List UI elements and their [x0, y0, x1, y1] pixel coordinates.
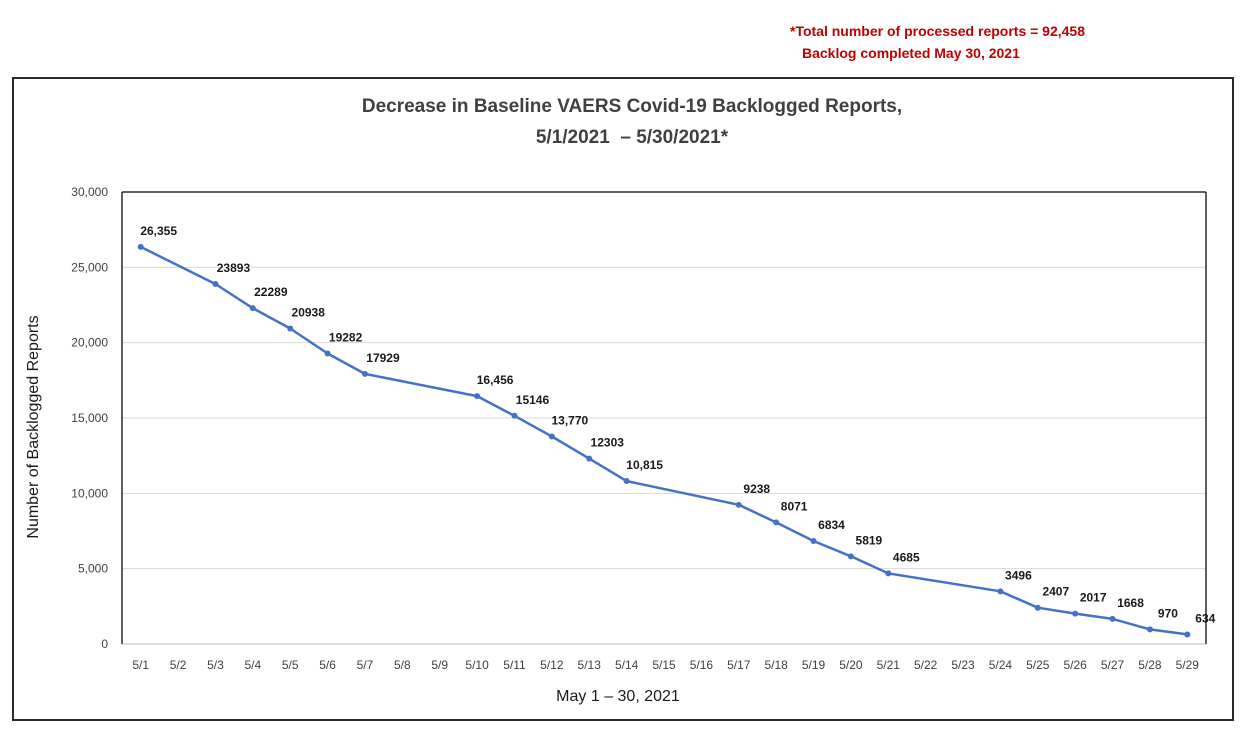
- y-tick-label: 10,000: [71, 486, 108, 500]
- data-point: [1072, 610, 1079, 617]
- data-label: 5819: [856, 533, 883, 547]
- x-tick-label: 5/24: [989, 658, 1013, 672]
- x-tick-label: 5/7: [357, 658, 374, 672]
- data-label: 2407: [1042, 585, 1069, 599]
- data-point: [623, 478, 630, 485]
- x-axis-label: May 1 – 30, 2021: [556, 688, 680, 705]
- x-tick-label: 5/22: [914, 658, 938, 672]
- x-tick-label: 5/28: [1138, 658, 1162, 672]
- x-tick-label: 5/27: [1101, 658, 1125, 672]
- data-label: 4685: [893, 550, 920, 564]
- x-axis-ticks: 5/1 5/2 5/3 5/4 5/5 5/6 5/7 5/8 5/9 5/10 5/11 5/12 5…: [132, 658, 1199, 672]
- data-point: [212, 281, 219, 288]
- data-label: 12303: [591, 436, 625, 450]
- x-tick-label: 5/16: [690, 658, 714, 672]
- x-tick-label: 5/5: [282, 658, 299, 672]
- data-point: [885, 570, 892, 577]
- y-axis-label: Number of Backlogged Reports: [25, 315, 42, 538]
- data-point: [137, 243, 144, 250]
- y-tick-label: 30,000: [71, 185, 108, 199]
- x-tick-label: 5/6: [319, 658, 336, 672]
- data-label: 1668: [1117, 596, 1144, 610]
- x-tick-label: 5/1: [132, 658, 149, 672]
- x-tick-label: 5/29: [1176, 658, 1200, 672]
- data-label: 16,456: [477, 373, 514, 387]
- x-tick-label: 5/8: [394, 658, 411, 672]
- data-point: [249, 305, 256, 312]
- data-point: [287, 325, 294, 332]
- x-tick-label: 5/10: [465, 658, 489, 672]
- data-point: [324, 350, 331, 357]
- x-tick-label: 5/25: [1026, 658, 1050, 672]
- data-label: 9238: [743, 482, 770, 496]
- data-point: [735, 501, 742, 508]
- chart-title-line1: Decrease in Baseline VAERS Covid-19 Back…: [362, 96, 902, 117]
- x-tick-label: 5/3: [207, 658, 224, 672]
- x-tick-label: 5/21: [877, 658, 901, 672]
- chart-title-line2: 5/1/2021 – 5/30/2021*: [536, 127, 729, 148]
- data-point: [847, 553, 854, 560]
- x-tick-label: 5/26: [1063, 658, 1087, 672]
- x-tick-label: 5/14: [615, 658, 639, 672]
- x-tick-label: 5/4: [244, 658, 261, 672]
- data-point: [810, 538, 817, 545]
- data-point: [997, 588, 1004, 595]
- y-tick-label: 15,000: [71, 411, 108, 425]
- data-point: [773, 519, 780, 526]
- y-tick-label: 25,000: [71, 260, 108, 274]
- data-label: 10,815: [626, 458, 663, 472]
- footnote-backlog-completed: Backlog completed May 30, 2021: [802, 45, 1020, 61]
- data-label: 8071: [781, 499, 808, 513]
- data-label: 19282: [329, 330, 363, 344]
- y-tick-label: 5,000: [78, 562, 108, 576]
- data-label: 2017: [1080, 591, 1107, 605]
- data-label: 3496: [1005, 568, 1032, 582]
- data-label: 15146: [516, 393, 550, 407]
- x-tick-label: 5/19: [802, 658, 826, 672]
- data-points: [137, 243, 1191, 638]
- data-point: [1146, 626, 1153, 633]
- data-label: 23893: [217, 261, 251, 275]
- x-tick-label: 5/13: [578, 658, 602, 672]
- x-tick-label: 5/17: [727, 658, 751, 672]
- data-label: 26,355: [140, 224, 177, 238]
- data-label: 20938: [292, 306, 326, 320]
- y-tick-label: 20,000: [71, 336, 108, 350]
- x-tick-label: 5/18: [764, 658, 788, 672]
- data-point: [511, 412, 518, 419]
- data-label: 6834: [818, 518, 845, 532]
- data-point: [1034, 604, 1041, 611]
- series-line-group: [140, 245, 1188, 636]
- series-line: [140, 245, 1188, 636]
- data-point: [1109, 615, 1116, 622]
- data-label: 13,770: [552, 414, 589, 428]
- footnote-total-processed: *Total number of processed reports = 92,…: [790, 23, 1086, 39]
- x-tick-label: 5/2: [170, 658, 187, 672]
- x-tick-label: 5/9: [431, 658, 448, 672]
- chart-frame: [12, 77, 1234, 721]
- y-axis-ticks: 0 5,000 10,000 15,000 20,000 25,000 30,000: [71, 185, 108, 651]
- data-label: 17929: [366, 351, 400, 365]
- x-tick-label: 5/20: [839, 658, 863, 672]
- data-label: 22289: [254, 285, 288, 299]
- data-point: [474, 393, 481, 400]
- x-tick-label: 5/11: [503, 658, 526, 672]
- data-point: [548, 433, 555, 440]
- data-point: [1184, 631, 1191, 638]
- data-label: 970: [1158, 606, 1178, 620]
- grid-lines: [121, 191, 1207, 645]
- data-point: [586, 455, 593, 462]
- x-tick-label: 5/12: [540, 658, 564, 672]
- y-tick-label: 0: [101, 637, 108, 651]
- footnote: *Total number of processed reports = 92,…: [790, 20, 1085, 64]
- data-point: [361, 370, 368, 377]
- x-tick-label: 5/23: [951, 658, 975, 672]
- x-tick-label: 5/15: [652, 658, 676, 672]
- data-label: 634: [1195, 611, 1215, 625]
